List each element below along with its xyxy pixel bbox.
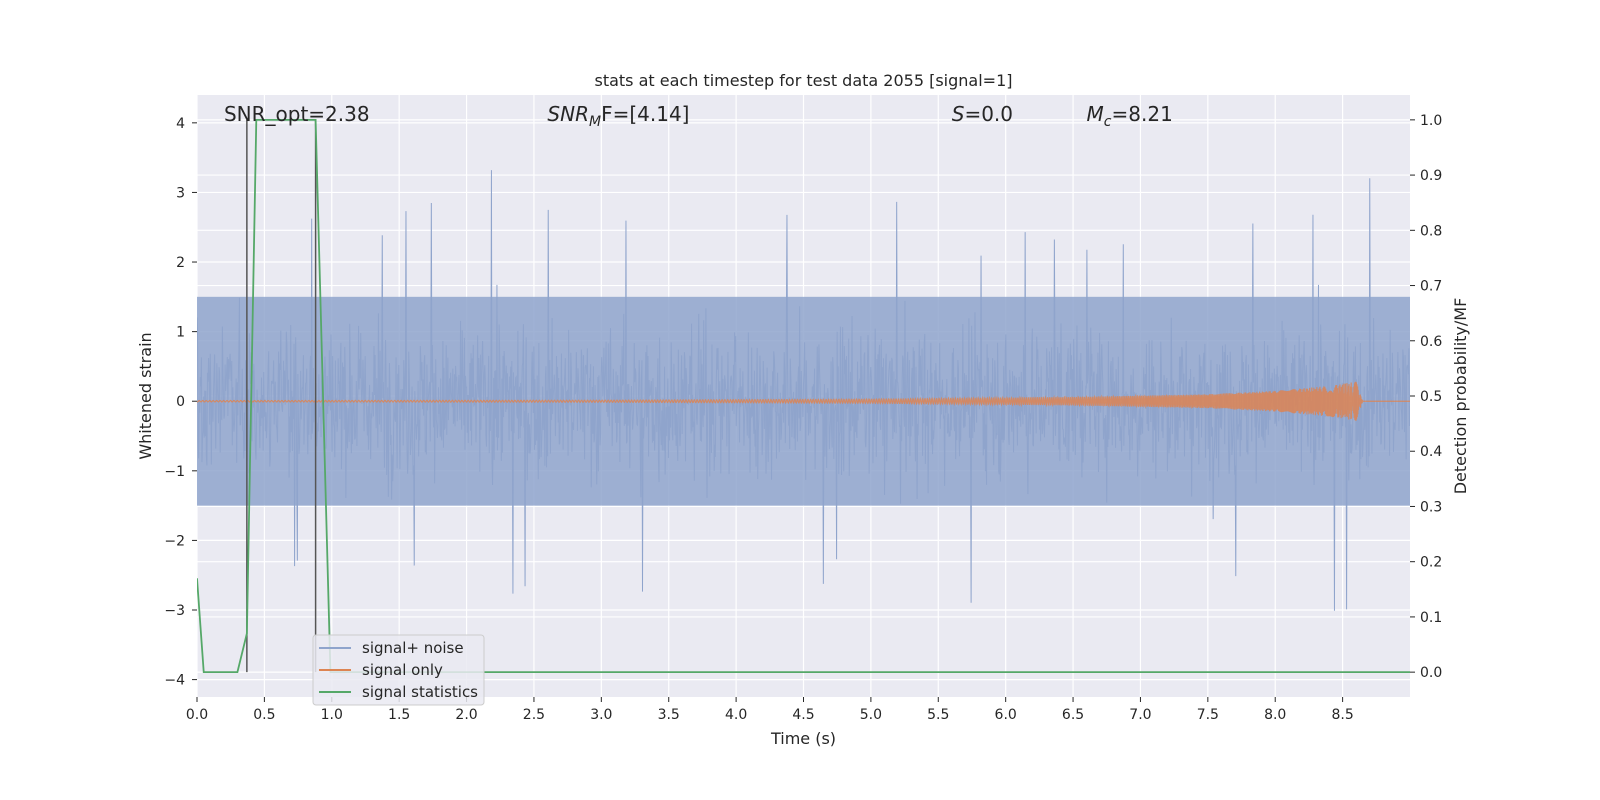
x-tick-label: 4.0 <box>725 707 747 723</box>
annotations: SNR_opt=2.38 SNRMF=[4.14] S=0.0 Mc=8.21 <box>224 102 1173 130</box>
x-tick-label: 4.5 <box>792 707 814 723</box>
series-layer <box>197 118 1410 674</box>
legend-box <box>312 634 485 706</box>
x-tick-label: 6.0 <box>995 707 1017 723</box>
x-tick-label: 3.0 <box>590 707 612 723</box>
y-tick-label: 0 <box>176 394 185 410</box>
y-tick-label: −4 <box>164 673 185 689</box>
chart-title: stats at each timestep for test data 205… <box>594 71 1012 90</box>
legend-entry: signal statistics <box>362 683 478 701</box>
y-axis-label: Whitened strain <box>136 332 155 459</box>
x-tick-label: 8.0 <box>1264 707 1286 723</box>
series-signal-only <box>197 381 1410 421</box>
annotation-s: S=0.0 <box>952 102 1013 126</box>
x-tick-label: 3.5 <box>658 707 680 723</box>
series-signal-statistics <box>197 118 1410 674</box>
x-tick-label: 0.5 <box>253 707 275 723</box>
y-right-tick-label: 0.2 <box>1420 555 1442 571</box>
y-right-tick-label: 0.9 <box>1420 168 1442 184</box>
y-right-tick-label: 0.0 <box>1420 665 1442 681</box>
x-tick-label: 5.0 <box>860 707 882 723</box>
x-tick-label: 0.0 <box>186 707 208 723</box>
x-axis-label: Time (s) <box>770 729 836 748</box>
y-tick-label: −3 <box>164 603 185 619</box>
y-tick-label: 2 <box>176 255 185 271</box>
annotation-snr-mf: SNRMF=[4.14] <box>547 102 689 130</box>
y-tick-label: 1 <box>176 325 185 341</box>
y-right-tick-label: 1.0 <box>1420 113 1442 129</box>
x-tick-label: 7.0 <box>1129 707 1151 723</box>
legend-entry: signal+ noise <box>362 639 464 657</box>
x-tick-label: 2.5 <box>523 707 545 723</box>
x-tick-label: 7.5 <box>1197 707 1219 723</box>
y-right-tick-label: 0.8 <box>1420 223 1442 239</box>
y-tick-label: 4 <box>176 116 185 132</box>
x-tick-label: 6.5 <box>1062 707 1084 723</box>
y-right-tick-label: 0.1 <box>1420 610 1442 626</box>
x-tick-label: 5.5 <box>927 707 949 723</box>
x-tick-label: 1.0 <box>321 707 343 723</box>
legend: signal+ noise signal only signal statistic… <box>312 634 485 706</box>
y-tick-label: 3 <box>176 185 185 201</box>
y-tick-label: −1 <box>164 464 185 480</box>
x-tick-label: 2.0 <box>455 707 477 723</box>
legend-entry: signal only <box>362 661 443 679</box>
ticks: 0.0 0.5 1.0 1.5 2.0 2.5 3.0 3.5 4.0 4.5 5.0 5.5 6.0 6… <box>164 113 1442 723</box>
y-right-tick-label: 0.7 <box>1420 279 1442 295</box>
x-tick-label: 8.5 <box>1331 707 1353 723</box>
annotation-snr-opt: SNR_opt=2.38 <box>224 102 370 126</box>
annotation-mc: Mc=8.21 <box>1087 102 1173 130</box>
y-right-tick-label: 0.3 <box>1420 499 1442 515</box>
y-right-tick-label: 0.6 <box>1420 334 1442 350</box>
y-tick-label: −2 <box>164 533 185 549</box>
y-right-tick-label: 0.4 <box>1420 444 1442 460</box>
y-right-tick-label: 0.5 <box>1420 389 1442 405</box>
x-tick-label: 1.5 <box>388 707 410 723</box>
y-right-axis-label: Detection probability/MF <box>1451 298 1470 495</box>
